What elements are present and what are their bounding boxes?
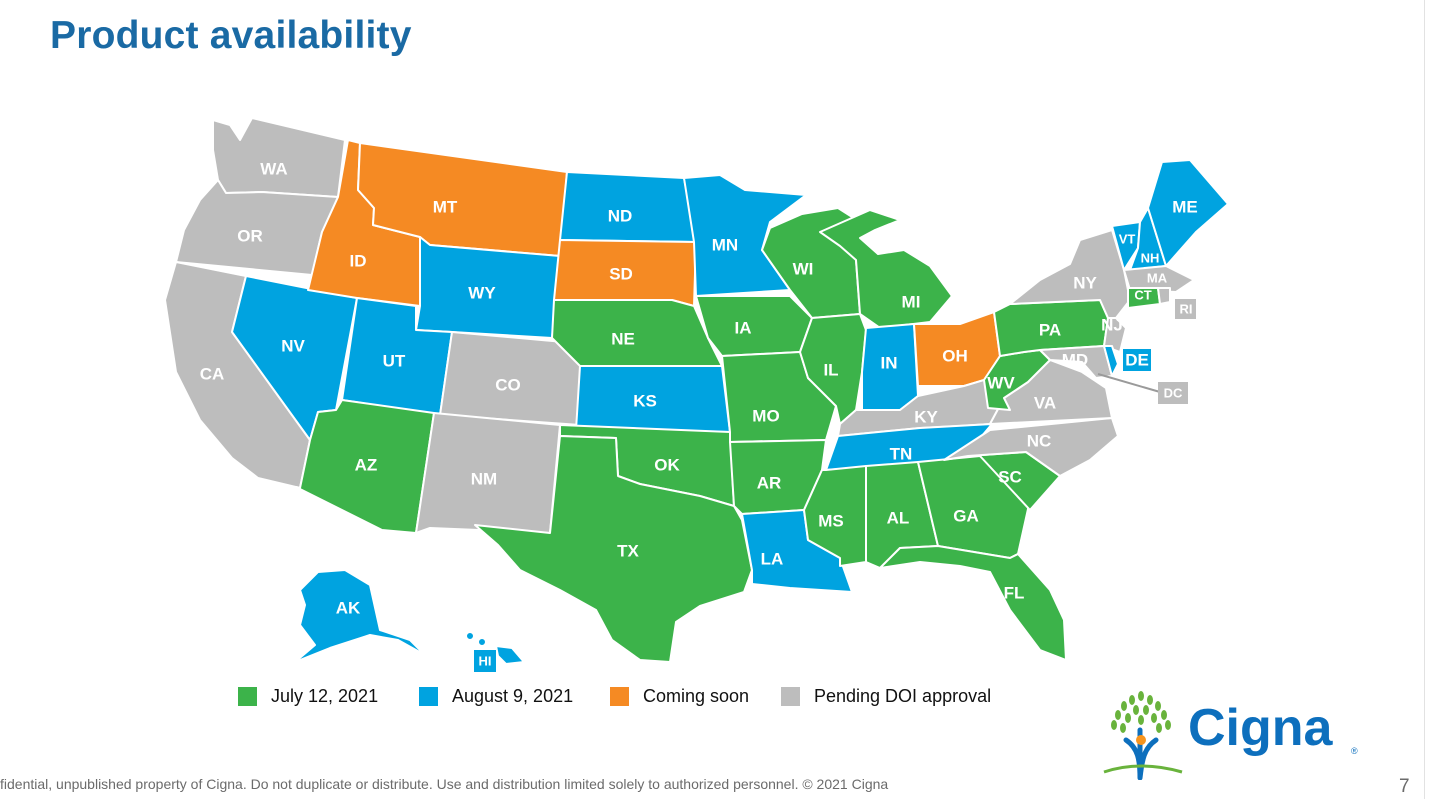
- page-number: 7: [1399, 776, 1410, 797]
- label-ky: KY: [914, 407, 938, 426]
- label-al: AL: [887, 508, 910, 527]
- label-ca: CA: [200, 364, 225, 383]
- label-ok: OK: [654, 455, 680, 474]
- label-nh: NH: [1141, 250, 1160, 265]
- legend-label: July 12, 2021: [271, 686, 379, 706]
- label-or: OR: [237, 226, 263, 245]
- legend-swatch: [419, 687, 438, 706]
- state-de: [1103, 345, 1119, 377]
- label-pa: PA: [1039, 320, 1061, 339]
- label-ks: KS: [633, 391, 657, 410]
- label-id: ID: [350, 251, 367, 270]
- legend-item-july: July 12, 2021: [238, 686, 378, 707]
- label-ut: UT: [383, 351, 406, 370]
- label-wa: WA: [260, 159, 287, 178]
- label-nm: NM: [471, 469, 497, 488]
- legend-swatch: [238, 687, 257, 706]
- state-tag-hi: HI: [474, 650, 496, 672]
- state-ma: [1123, 265, 1195, 293]
- leader-line-dc: [1097, 373, 1161, 393]
- legend-swatch: [781, 687, 800, 706]
- state-tag-dc: DC: [1158, 382, 1188, 404]
- legend-label: Pending DOI approval: [814, 686, 992, 706]
- label-mo: MO: [752, 406, 779, 425]
- state-tag-ri: RI: [1175, 299, 1196, 319]
- label-il: IL: [823, 360, 838, 379]
- state-fl: [879, 545, 1067, 661]
- state-tx: [474, 435, 753, 663]
- label-nj: NJ: [1101, 315, 1123, 334]
- label-mn: MN: [712, 235, 738, 254]
- label-nc: NC: [1027, 431, 1052, 450]
- state-hi-islet: [465, 631, 475, 641]
- label-az: AZ: [355, 455, 378, 474]
- label-md: MD: [1062, 350, 1088, 369]
- label-me: ME: [1172, 197, 1198, 216]
- registered-mark: ®: [1351, 746, 1358, 756]
- state-tag-de: DE: [1123, 349, 1151, 371]
- confidentiality-footer: fidential, unpublished property of Cigna…: [0, 776, 889, 792]
- state-wa: [212, 117, 346, 198]
- label-ny: NY: [1073, 273, 1097, 292]
- label-oh: OH: [942, 346, 968, 365]
- label-in: IN: [881, 353, 898, 372]
- cigna-logo: Cigna ®: [1096, 690, 1366, 781]
- svg-text:DE: DE: [1125, 350, 1149, 369]
- legend-item-pending: Pending DOI approval: [781, 686, 991, 707]
- page-title: Product availability: [50, 14, 412, 57]
- label-wy: WY: [468, 283, 496, 302]
- label-ar: AR: [757, 473, 782, 492]
- state-mi: [819, 209, 953, 329]
- label-fl: FL: [1004, 583, 1025, 602]
- state-mn: [683, 174, 807, 297]
- label-co: CO: [495, 375, 521, 394]
- label-tn: TN: [890, 444, 913, 463]
- label-sc: SC: [998, 467, 1022, 486]
- label-nv: NV: [281, 336, 305, 355]
- label-ms: MS: [818, 511, 844, 530]
- state-hi-islet: [477, 637, 487, 647]
- state-nj: [1103, 317, 1127, 353]
- label-sd: SD: [609, 264, 633, 283]
- label-tx: TX: [617, 541, 639, 560]
- state-hi: [495, 645, 525, 665]
- legend-item-coming-soon: Coming soon: [610, 686, 749, 707]
- state-nc: [943, 417, 1119, 477]
- svg-text:RI: RI: [1180, 301, 1193, 316]
- tree-of-life-icon: [1103, 691, 1183, 781]
- label-ga: GA: [953, 506, 979, 525]
- label-ia: IA: [735, 318, 752, 337]
- svg-text:DC: DC: [1164, 385, 1183, 400]
- label-wi: WI: [793, 259, 814, 278]
- label-vt: VT: [1119, 231, 1136, 246]
- slide-edge: [1424, 0, 1425, 799]
- legend-swatch: [610, 687, 629, 706]
- legend-label: August 9, 2021: [452, 686, 574, 706]
- label-ct: CT: [1134, 287, 1151, 302]
- svg-text:HI: HI: [479, 653, 492, 668]
- logo-wordmark: Cigna: [1188, 699, 1333, 757]
- label-va: VA: [1034, 393, 1056, 412]
- state-labels: WA OR CA NV ID MT WY UT AZ CO NM ND SD N…: [200, 159, 1198, 617]
- state-ne: [551, 299, 723, 367]
- legend-item-august: August 9, 2021: [419, 686, 573, 707]
- label-la: LA: [761, 549, 784, 568]
- label-mi: MI: [902, 292, 921, 311]
- state-ri: [1157, 287, 1171, 305]
- label-ne: NE: [611, 329, 635, 348]
- label-nd: ND: [608, 206, 633, 225]
- label-wv: WV: [987, 373, 1015, 392]
- label-mt: MT: [433, 197, 458, 216]
- legend-label: Coming soon: [643, 686, 750, 706]
- label-ma: MA: [1147, 270, 1168, 285]
- state-ak: [294, 569, 426, 663]
- label-ak: AK: [336, 598, 361, 617]
